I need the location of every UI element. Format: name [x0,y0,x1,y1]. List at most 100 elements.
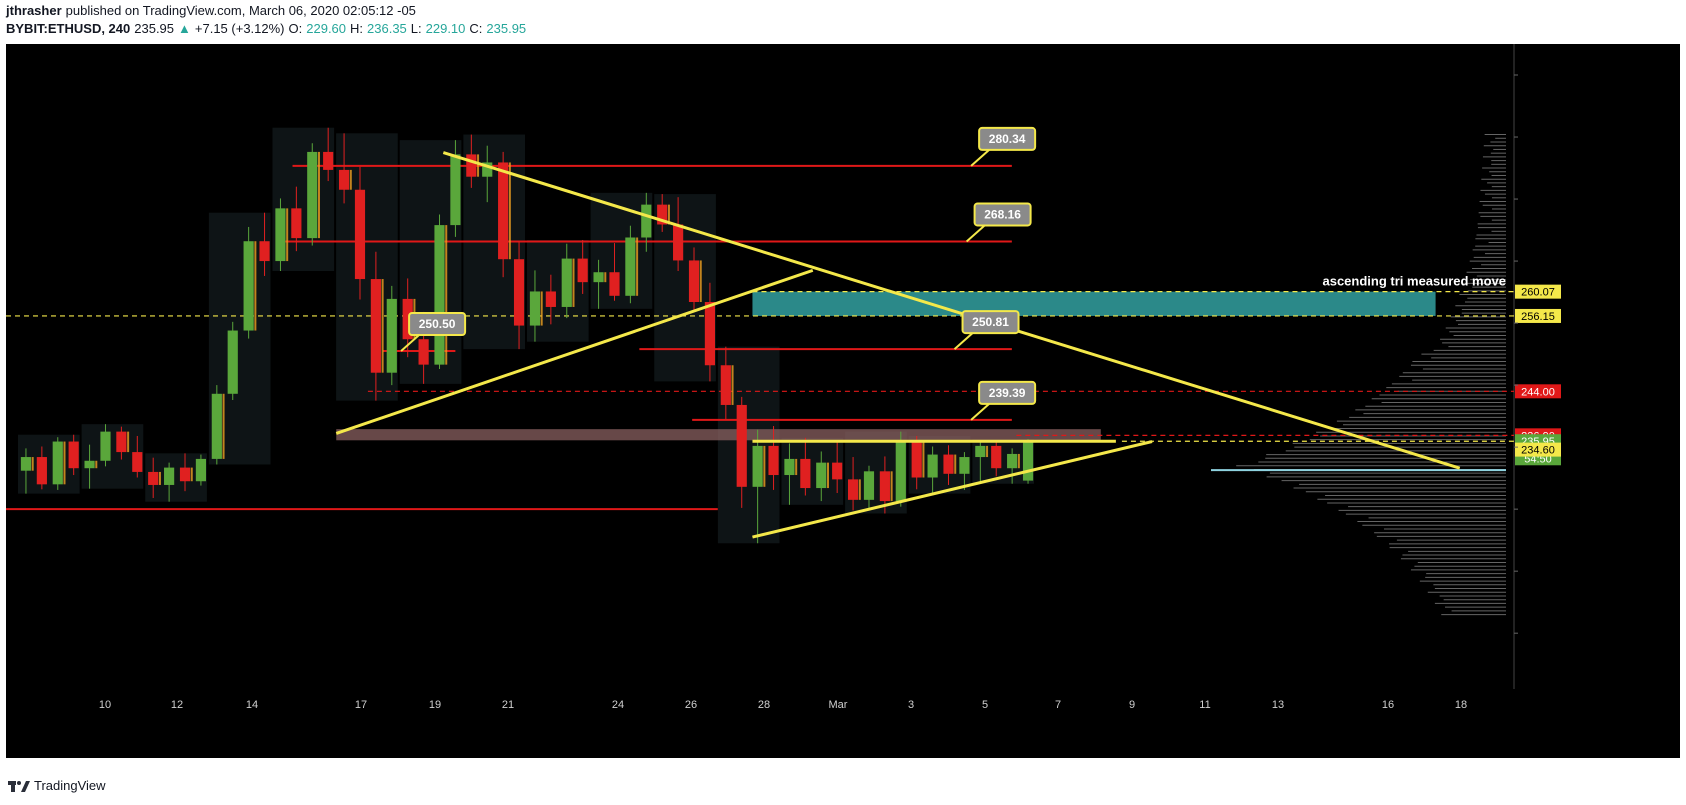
footprint-tick [986,445,989,458]
footprint-tick [540,291,543,326]
candle-body [259,241,270,262]
x-tick-label: 14 [246,699,258,711]
footprint-tick [572,258,575,307]
callout-280.34: 280.34 [970,126,1037,167]
session-block [527,239,589,342]
price-badge-box [1515,384,1561,399]
price-badge-label: 234.60 [1521,445,1555,457]
callout-box [978,126,1037,151]
trendline-ascending-lower-big [335,268,814,435]
candle-body [879,471,890,502]
candle-body [148,471,159,485]
candle-body [68,441,79,469]
candle-body [927,454,938,478]
candle-body [625,237,636,296]
callout-label: 280.34 [989,132,1026,146]
x-tick-label: 16 [1382,699,1394,711]
price-badge-234.60: 234.60 [1515,442,1561,457]
price-badge-box [1515,308,1561,323]
price-change: +7.15 (+3.12%) [194,21,285,36]
candle-body [402,298,413,340]
price-chart[interactable]: 280.34 268.16 250.50 250.81 239.39 ascending … [6,44,1680,774]
candle-body [545,291,556,307]
footprint-tick [445,225,448,365]
footprint-tick [190,467,193,482]
price-badge-box [1515,442,1561,457]
last-price: 235.95 [134,21,175,36]
candle-body [36,457,47,485]
footprint-tick [604,272,607,283]
zone-measured-move [752,291,1436,316]
callout-239.39: 239.39 [970,380,1037,421]
up-arrow-icon: ▲ [178,21,191,36]
footprint-tick [508,162,511,260]
footprint-tick [286,208,289,262]
candle-body [513,259,525,326]
open-label: O: [288,21,303,36]
candle-body [911,442,922,478]
trendline-ascending-lower-small [752,440,1153,539]
candle-body [561,258,572,307]
candle-body [1007,453,1018,469]
footprint-tick [254,241,257,331]
callout-pointer [970,149,990,167]
candle-body [863,471,875,500]
footprint-tick [158,471,161,485]
x-tick-label: 26 [685,699,697,711]
price-badge-label: 256.15 [1521,311,1555,323]
footprint-tick [349,169,352,190]
callout-box [961,310,1020,335]
x-tick-label: 12 [171,699,183,711]
time-axis [6,689,1680,758]
callout-label: 268.16 [984,207,1021,221]
footprint-tick [890,471,893,502]
footprint-tick [127,431,130,453]
footprint-tick [826,462,829,489]
x-tick-label: 21 [502,699,514,711]
callout-pointer [400,334,420,352]
candle-body [179,467,191,482]
candle-body [211,393,222,459]
candle-body [386,298,397,373]
candle-body [116,431,127,453]
price-badge-label: 244.00 [1521,386,1555,398]
footprint-tick [699,260,702,302]
callout-pointer [953,332,974,350]
candle-body [338,169,350,190]
candle-body [593,272,604,283]
price-badge-260.07: 260.07 [1515,284,1561,299]
x-tick-label: 7 [1055,699,1061,711]
author-name[interactable]: jthrasher [6,3,62,18]
symbol-line: BYBIT:ETHUSD, 240 235.95 ▲ +7.15 (+3.12%… [6,20,526,38]
price-badge-256.15: 256.15 [1515,308,1561,323]
footer: TradingView [8,778,106,793]
x-tick-label: 18 [1455,699,1467,711]
candle-body [816,462,827,489]
footprint-tick [858,479,861,500]
candle-body [975,445,986,458]
candle-body [847,479,859,500]
candle-body [243,241,254,331]
open-value: 229.60 [306,21,347,36]
callout-box [408,311,467,336]
footprint-tick [795,458,798,476]
candle-body [752,445,763,487]
close-label: C: [469,21,483,36]
callout-250.81: 250.81 [953,310,1020,350]
x-tick-label: Mar [829,699,848,711]
candle-body [164,467,175,485]
footprint-tick [95,460,98,469]
callout-pointer [970,403,990,421]
candle-body [307,151,318,239]
footprint-tick [1017,453,1020,469]
candle-body [657,204,668,225]
candle-body [943,454,954,474]
callout-box [973,202,1032,227]
x-tick-label: 9 [1129,699,1135,711]
footprint-tick [763,445,766,487]
tradingview-logo-icon [8,779,30,793]
footer-brand[interactable]: TradingView [34,778,106,793]
candle-body [688,260,700,302]
callout-box [978,380,1037,405]
callout-pointer [965,224,986,243]
